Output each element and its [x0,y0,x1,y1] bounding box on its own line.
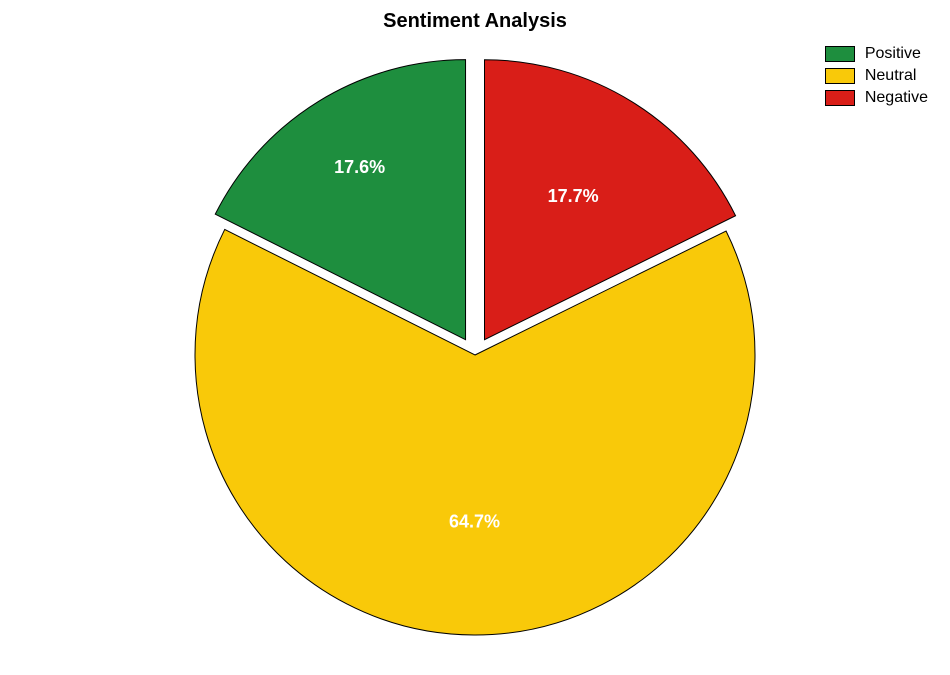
legend-label-neutral: Neutral [865,67,917,85]
pie-label-positive: 17.6% [334,157,385,177]
legend-swatch-positive [825,46,855,62]
legend-item-neutral: Neutral [825,67,928,85]
sentiment-pie-chart: Sentiment Analysis 17.7% 64.7% 17.6% Posit… [0,0,950,662]
chart-title: Sentiment Analysis [383,10,567,33]
legend-item-positive: Positive [825,45,928,63]
pie-label-neutral: 64.7% [449,512,500,532]
legend-swatch-neutral [825,68,855,84]
pie-chart-svg: 17.7% 64.7% 17.6% [155,35,795,675]
pie-label-negative: 17.7% [548,186,599,206]
chart-legend: Positive Neutral Negative [825,45,928,111]
legend-item-negative: Negative [825,89,928,107]
pie-slice-neutral [195,229,755,635]
legend-label-negative: Negative [865,89,928,107]
legend-swatch-negative [825,90,855,106]
legend-label-positive: Positive [865,45,921,63]
